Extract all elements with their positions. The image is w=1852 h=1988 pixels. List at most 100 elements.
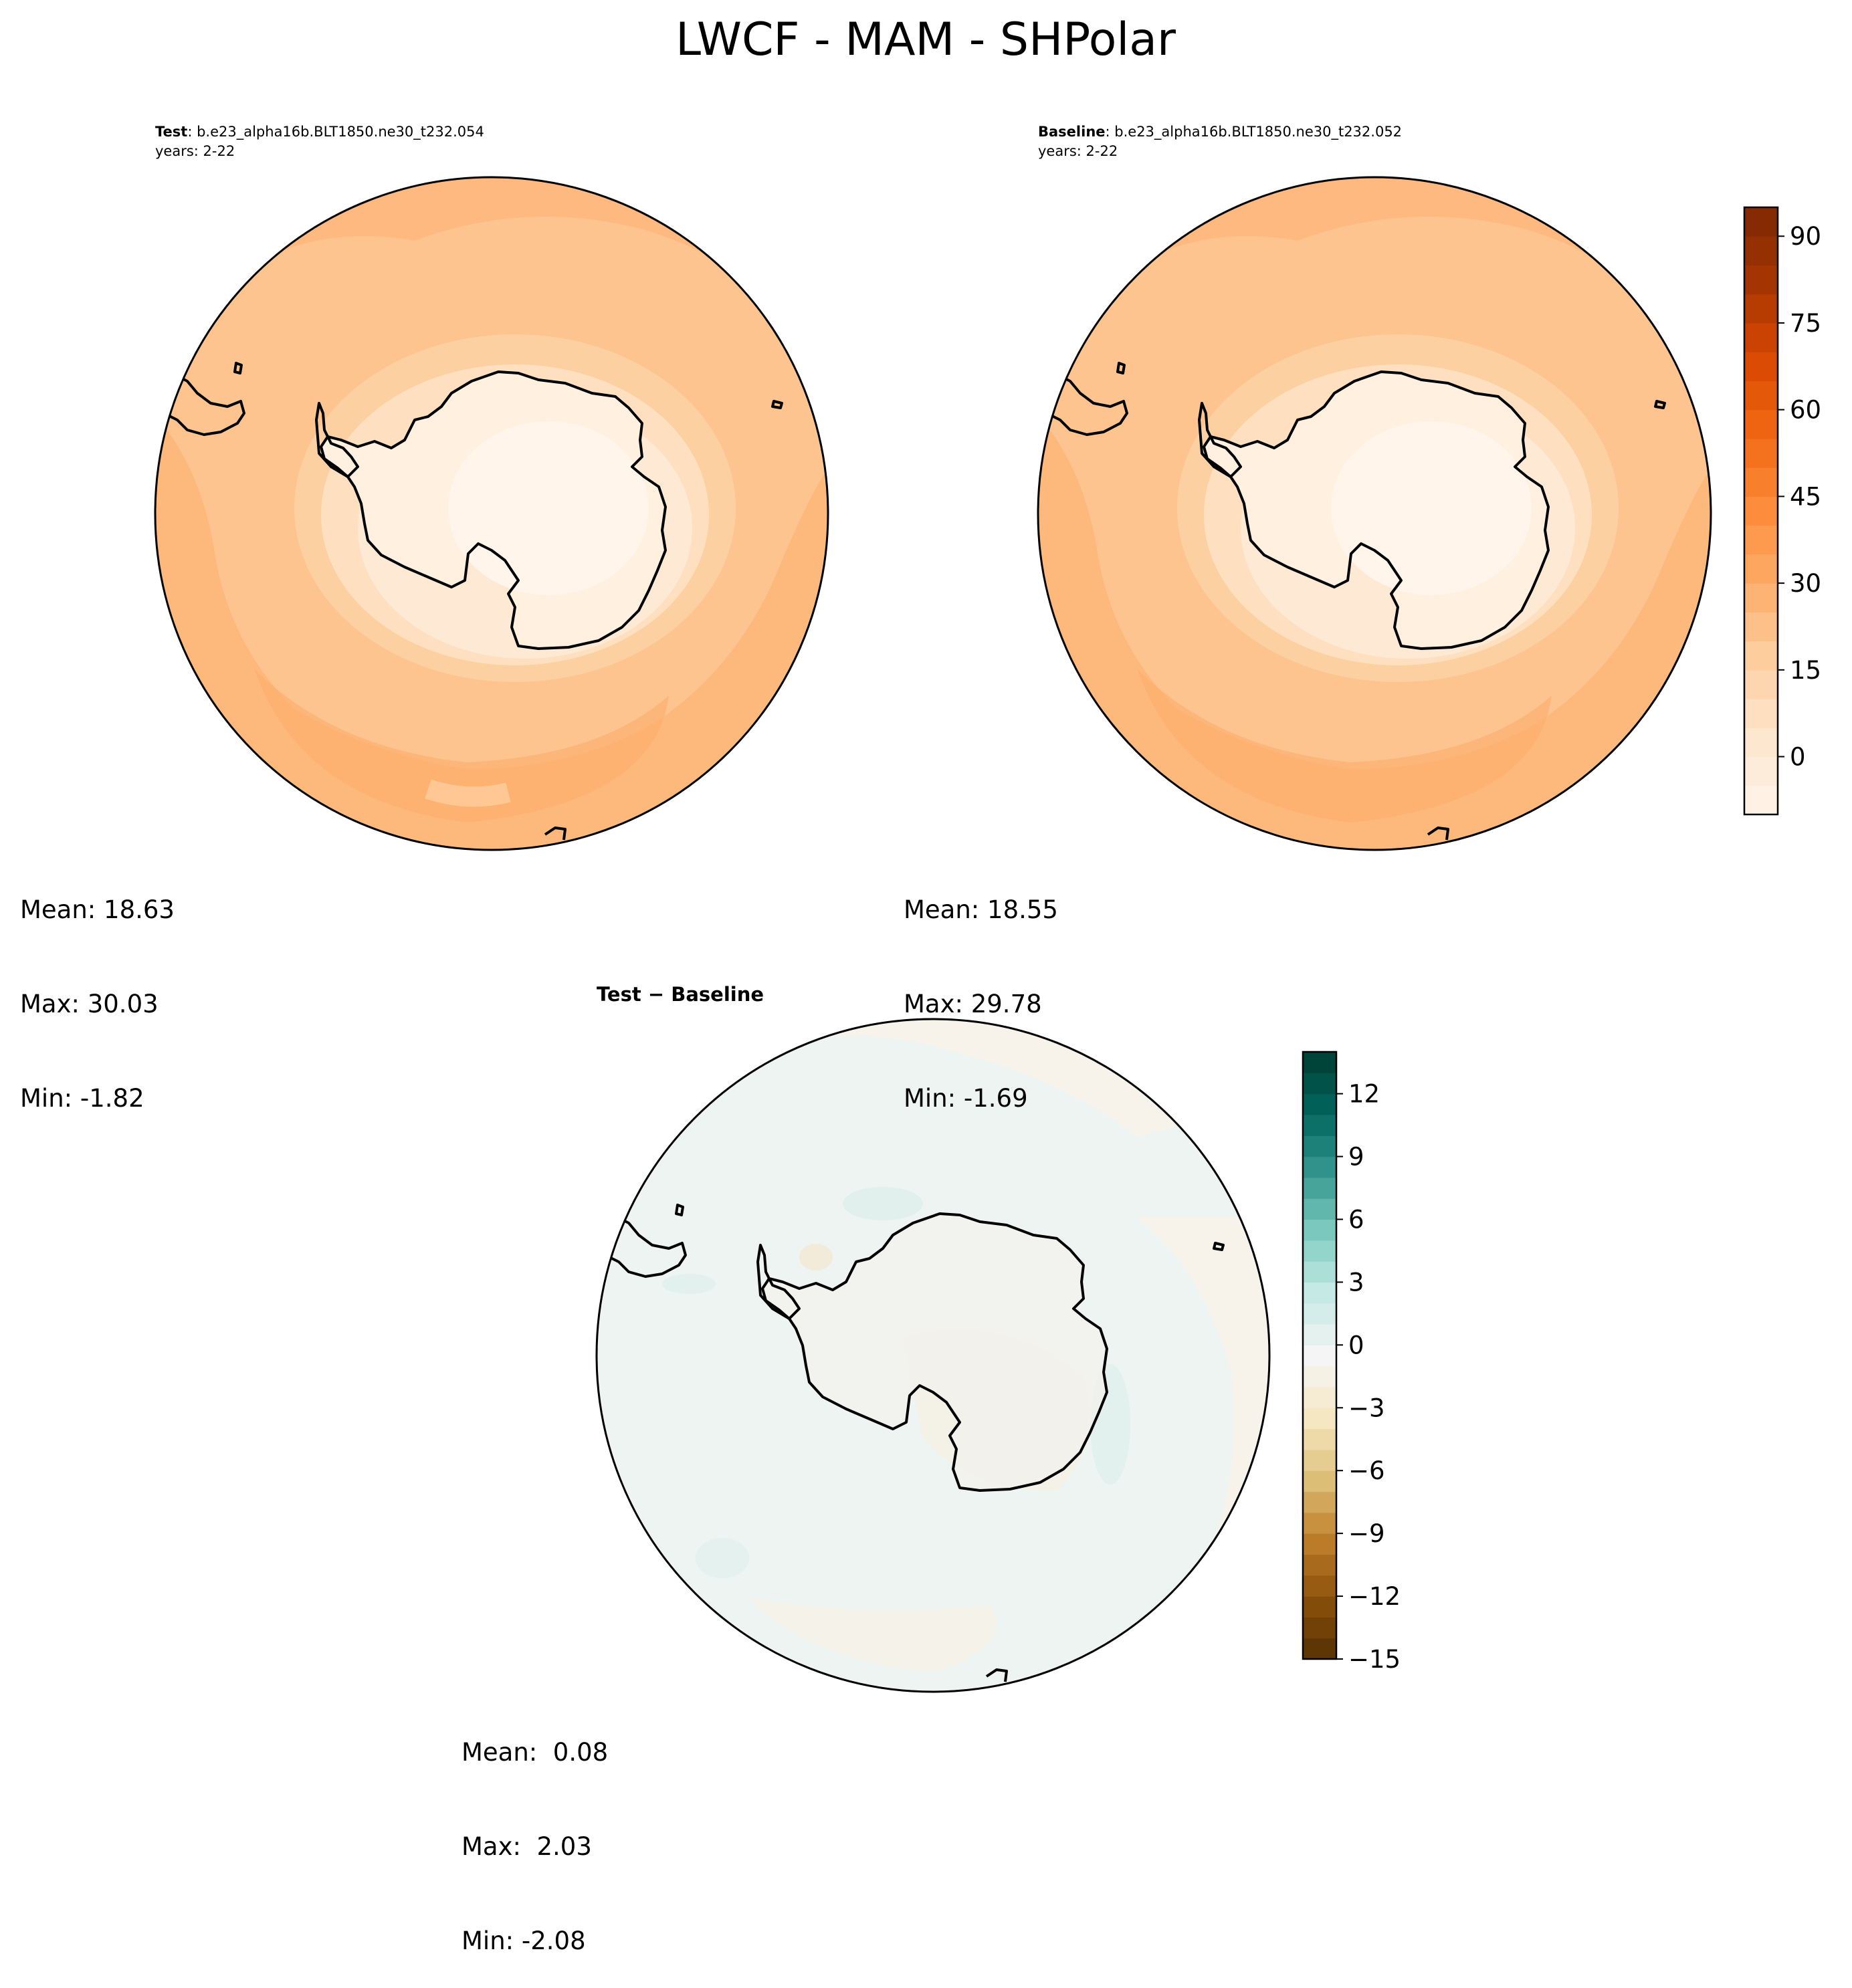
colorbar-level [1744,641,1778,671]
colorbar-tick-label: −3 [1348,1394,1385,1422]
colorbar-frame [1743,206,1779,816]
colorbar-tick-label: −12 [1348,1582,1401,1611]
colorbar-tick-label: 6 [1348,1205,1364,1234]
colorbar-level [1303,1303,1336,1325]
map-test [155,177,828,850]
colorbar-tick-label: 12 [1348,1080,1380,1109]
colorbar-level [1303,1114,1336,1136]
colorbar-level [1303,1177,1336,1199]
colorbar-tick-label: 3 [1348,1268,1364,1297]
stats-diff-min: Min: -2.08 [461,1926,586,1955]
colorbar-level [1303,1156,1336,1178]
colorbar-level [1744,409,1778,439]
colorbar-level [1303,1386,1336,1408]
stats-test-mean: Mean: 18.63 [20,895,175,924]
colorbar-level [1744,669,1778,699]
map-diff-boundary [595,1018,1271,1693]
colorbar-frame [1302,1051,1338,1660]
colorbar-level [1744,438,1778,468]
colorbar-level [1303,1512,1336,1534]
stats-baseline-min: Min: -1.69 [904,1084,1028,1113]
colorbar-level [1744,525,1778,555]
colorbar-level [1303,1052,1336,1073]
stats-baseline-mean: Mean: 18.55 [904,895,1058,924]
stats-diff-max: Max: 2.03 [461,1832,592,1861]
colorbar-level [1744,583,1778,613]
figure: LWCF - MAM - SHPolar Test: b.e23_alpha16… [154,13,1821,1693]
colorbar-tick-label: 9 [1348,1143,1364,1172]
colorbar-level [1744,612,1778,642]
colorbar-level [1744,728,1778,758]
colorbar-level [1744,467,1778,497]
panel-diff-label: Test − Baseline [597,983,764,1006]
panel-test-label-bold: Test [155,124,187,140]
colorbar-level [1303,1324,1336,1345]
colorbar-level [1744,699,1778,728]
colorbar-tick-label: 60 [1790,396,1821,425]
colorbar-tick-label: 90 [1790,222,1821,251]
colorbar-level [1303,1219,1336,1241]
colorbar-level [1303,1365,1336,1388]
colorbar-level [1303,1596,1336,1618]
colorbar-level [1744,352,1778,382]
map-baseline [1038,177,1711,850]
panel-baseline-label-bold: Baseline [1038,124,1106,140]
colorbar-tick-label: 30 [1790,569,1821,598]
stats-test: Mean: 18.63 Max: 30.03 Min: -1.82 [20,831,175,1145]
colorbar-level [1303,1617,1336,1639]
stats-baseline: Mean: 18.55 Max: 29.78 Min: -1.69 [904,831,1058,1145]
map-diff [597,1019,1269,1692]
panel-baseline-label: Baseline: b.e23_alpha16b.BLT1850.ne30_t2… [1038,124,1402,140]
stats-baseline-max: Max: 29.78 [904,990,1042,1018]
colorbar-diff: −15 −12 −9 −6 −3 0 3 6 9 12 [1302,1051,1401,1674]
colorbar-level [1744,207,1778,237]
colorbar-level [1303,1408,1336,1430]
colorbar-level [1744,785,1778,815]
colorbar-level [1303,1282,1336,1304]
stats-diff-mean: Mean: 0.08 [461,1738,609,1767]
colorbar-tick-label: 0 [1348,1331,1364,1359]
colorbar-tick-label: −9 [1348,1519,1385,1548]
figure-title: LWCF - MAM - SHPolar [676,13,1176,66]
colorbar-level [1303,1073,1336,1095]
colorbar-level [1744,236,1778,266]
colorbar-level [1303,1093,1336,1115]
colorbar-level [1303,1261,1336,1283]
colorbar-level [1744,496,1778,526]
colorbar-main: 0 15 30 45 60 75 90 [1743,206,1821,816]
colorbar-level [1303,1449,1336,1471]
panel-diff: Test − Baseline [595,983,1271,1693]
colorbar-level [1303,1470,1336,1493]
colorbar-level [1744,756,1778,786]
colorbar-level [1303,1491,1336,1513]
panel-test-label: Test: b.e23_alpha16b.BLT1850.ne30_t232.0… [155,124,484,140]
colorbar-level [1303,1533,1336,1555]
colorbar-level [1303,1554,1336,1576]
map-test-boundary [154,176,829,851]
colorbar-tick-label: 15 [1790,656,1821,685]
colorbar-level [1303,1240,1336,1262]
colorbar-tick-label: 75 [1790,309,1821,338]
colorbar-tick-label: −15 [1348,1645,1401,1674]
stats-test-min: Min: -1.82 [20,1084,144,1113]
colorbar-level [1303,1575,1336,1597]
panel-test-years: years: 2-22 [155,143,235,159]
colorbar-level [1303,1135,1336,1157]
panel-baseline-years: years: 2-22 [1038,143,1118,159]
colorbar-tick-label: 45 [1790,482,1821,511]
panel-test: Test: b.e23_alpha16b.BLT1850.ne30_t232.0… [154,124,829,851]
stats-diff: Mean: 0.08 Max: 2.03 Min: -2.08 [461,1674,608,1988]
colorbar-level [1744,265,1778,295]
colorbar-level [1744,322,1778,352]
panel-baseline: Baseline: b.e23_alpha16b.BLT1850.ne30_t2… [1037,124,1712,851]
panel-test-label-case: : b.e23_alpha16b.BLT1850.ne30_t232.054 [187,124,484,140]
panel-baseline-label-case: : b.e23_alpha16b.BLT1850.ne30_t232.052 [1106,124,1403,140]
colorbar-tick-label: 0 [1790,743,1806,772]
colorbar-level [1303,1638,1336,1660]
colorbar-tick-label: −6 [1348,1456,1385,1485]
colorbar-level [1744,380,1778,411]
colorbar-level [1744,294,1778,324]
colorbar-level [1303,1198,1336,1220]
colorbar-level [1744,554,1778,584]
colorbar-level [1303,1345,1336,1367]
